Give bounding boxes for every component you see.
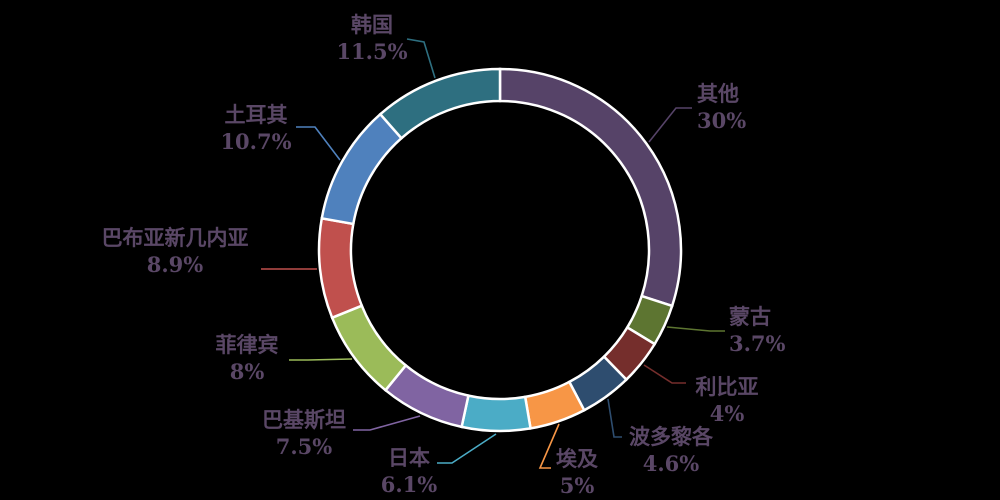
leader-line-japan bbox=[437, 433, 497, 464]
slice-label-percent: 4.6% bbox=[642, 451, 700, 476]
leader-line-others bbox=[648, 107, 692, 143]
leader-line-puerto-rico bbox=[607, 398, 622, 438]
slice-label-others: 其他 30% bbox=[697, 80, 746, 134]
donut-segment-japan bbox=[460, 394, 533, 433]
slice-label-turkey: 土耳其 10.7% bbox=[220, 101, 291, 155]
slice-label-name: 波多黎各 bbox=[629, 424, 713, 449]
donut-segment-turkey bbox=[320, 112, 404, 226]
slice-label-name: 巴布亚新几内亚 bbox=[101, 225, 249, 250]
slice-label-percent: 10.7% bbox=[220, 129, 292, 154]
slice-label-name: 韩国 bbox=[350, 12, 393, 37]
leader-line-philippines bbox=[289, 358, 353, 361]
leader-line-egypt bbox=[538, 423, 560, 469]
slice-label-egypt: 埃及 5% bbox=[556, 445, 598, 499]
slice-label-name: 日本 bbox=[388, 445, 430, 470]
slice-label-percent: 30% bbox=[697, 108, 747, 133]
donut-segment-south-korea bbox=[378, 67, 502, 140]
slice-label-percent: 8.9% bbox=[146, 252, 204, 277]
slice-label-percent: 3.7% bbox=[729, 331, 786, 356]
slice-label-japan: 日本 6.1% bbox=[381, 444, 438, 498]
slice-label-pakistan: 巴基斯坦 7.5% bbox=[262, 406, 346, 460]
slice-label-percent: 8% bbox=[229, 359, 265, 384]
donut-segment-others bbox=[498, 67, 683, 308]
donut-segment-philippines bbox=[330, 304, 408, 392]
donut-segment-papua-new-guinea bbox=[317, 216, 364, 320]
slice-label-percent: 11.5% bbox=[336, 39, 408, 64]
slice-label-percent: 6.1% bbox=[380, 472, 438, 497]
slice-label-libya: 利比亚 4% bbox=[696, 373, 759, 427]
slice-label-name: 埃及 bbox=[556, 446, 598, 471]
slice-label-puerto-rico: 波多黎各 4.6% bbox=[629, 423, 713, 477]
leader-line-pakistan bbox=[353, 415, 421, 431]
leader-line-turkey bbox=[296, 126, 341, 161]
slice-label-mongolia: 蒙古 3.7% bbox=[729, 303, 786, 357]
slice-label-percent: 7.5% bbox=[275, 434, 333, 459]
slice-label-name: 蒙古 bbox=[729, 304, 771, 329]
slice-label-papua-new-guinea: 巴布亚新几内亚 8.9% bbox=[102, 224, 249, 278]
slice-label-philippines: 菲律宾 8% bbox=[216, 331, 279, 385]
slice-label-name: 菲律宾 bbox=[215, 332, 279, 357]
slice-label-name: 巴基斯坦 bbox=[262, 407, 346, 432]
slice-label-percent: 4% bbox=[709, 401, 745, 426]
slice-label-name: 土耳其 bbox=[224, 102, 288, 127]
leader-line-mongolia bbox=[666, 326, 725, 332]
slice-label-name: 其他 bbox=[697, 81, 739, 106]
leader-line-south-korea bbox=[406, 38, 436, 79]
leader-line-libya bbox=[643, 364, 686, 384]
slice-label-name: 利比亚 bbox=[695, 374, 759, 399]
slice-label-percent: 5% bbox=[559, 473, 595, 498]
slice-label-south-korea: 韩国 11.5% bbox=[336, 11, 407, 65]
